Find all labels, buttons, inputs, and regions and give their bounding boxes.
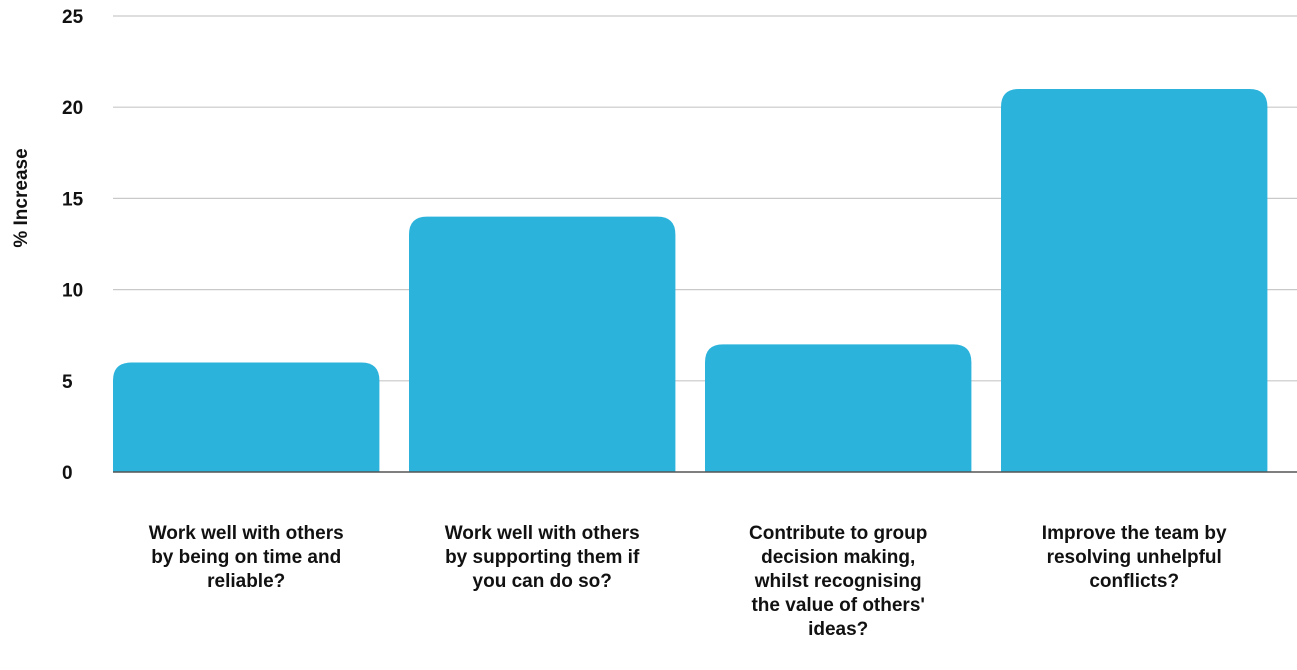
y-tick-label: 15 — [62, 189, 84, 210]
x-label-layer: Work well with others by being on time an… — [149, 523, 1227, 640]
bar — [705, 344, 972, 472]
x-tick-label: Contribute to group decision making, whils… — [749, 523, 927, 640]
bar — [409, 216, 676, 472]
bar-layer — [113, 88, 1268, 473]
y-tick-label: 25 — [62, 7, 84, 28]
bar — [1001, 88, 1268, 473]
y-tick-label: 10 — [62, 281, 83, 302]
y-axis-title: % Increase — [11, 148, 32, 247]
y-tick-layer: 0 5 10 15 20 25 — [62, 7, 84, 484]
y-tick-label: 20 — [62, 98, 83, 119]
x-tick-label: Work well with others by being on time an… — [149, 523, 344, 592]
x-tick-label: Work well with others by supporting them … — [445, 523, 640, 592]
y-tick-label: 5 — [62, 372, 73, 393]
bar — [113, 362, 380, 472]
y-tick-label: 0 — [62, 463, 73, 484]
x-tick-label: Improve the team by resolving unhelpful co… — [1042, 523, 1227, 592]
